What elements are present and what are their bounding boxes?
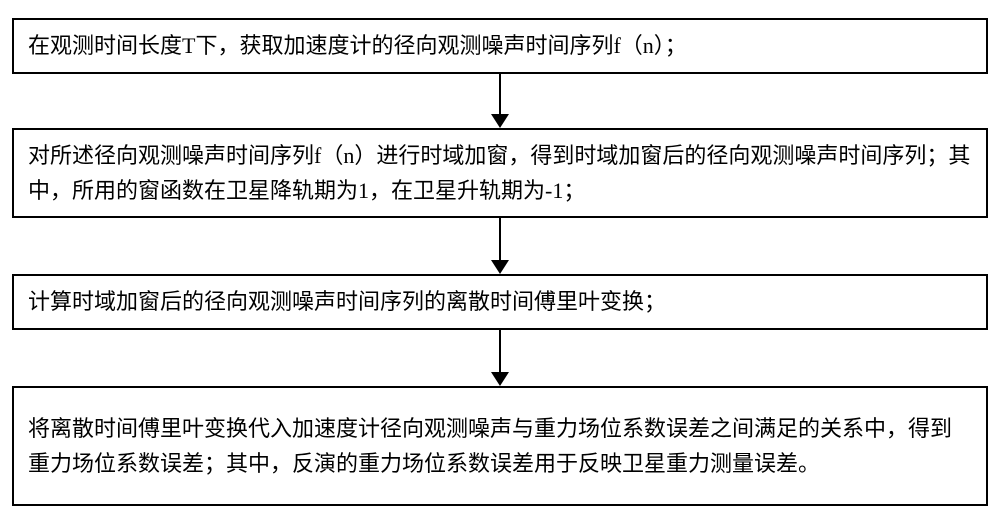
flowchart-arrow-1-head [491, 114, 509, 128]
flowchart-arrow-3-head [491, 372, 509, 386]
flowchart-node-step3-text: 计算时域加窗后的径向观测噪声时间序列的离散时间傅里叶变换； [28, 284, 972, 319]
flowchart-arrow-1-line [499, 74, 501, 114]
flowchart-node-step4-text: 将离散时间傅里叶变换代入加速度计径向观测噪声与重力场位系数误差之间满足的关系中，… [28, 411, 972, 481]
flowchart-node-step1: 在观测时间长度T下，获取加速度计的径向观测噪声时间序列f（n）； [12, 18, 988, 74]
flowchart-node-step1-text: 在观测时间长度T下，获取加速度计的径向观测噪声时间序列f（n）； [28, 28, 972, 63]
flowchart-node-step2: 对所述径向观测噪声时间序列f（n）进行时域加窗，得到时域加窗后的径向观测噪声时间… [12, 128, 988, 218]
flowchart-arrow-2-head [491, 260, 509, 274]
flowchart-arrow-3-line [499, 330, 501, 372]
flowchart-node-step4: 将离散时间傅里叶变换代入加速度计径向观测噪声与重力场位系数误差之间满足的关系中，… [12, 386, 988, 506]
flowchart-canvas: 在观测时间长度T下，获取加速度计的径向观测噪声时间序列f（n）； 对所述径向观测… [0, 0, 1000, 518]
flowchart-node-step3: 计算时域加窗后的径向观测噪声时间序列的离散时间傅里叶变换； [12, 274, 988, 330]
flowchart-node-step2-text: 对所述径向观测噪声时间序列f（n）进行时域加窗，得到时域加窗后的径向观测噪声时间… [28, 138, 972, 208]
flowchart-arrow-2-line [499, 218, 501, 260]
